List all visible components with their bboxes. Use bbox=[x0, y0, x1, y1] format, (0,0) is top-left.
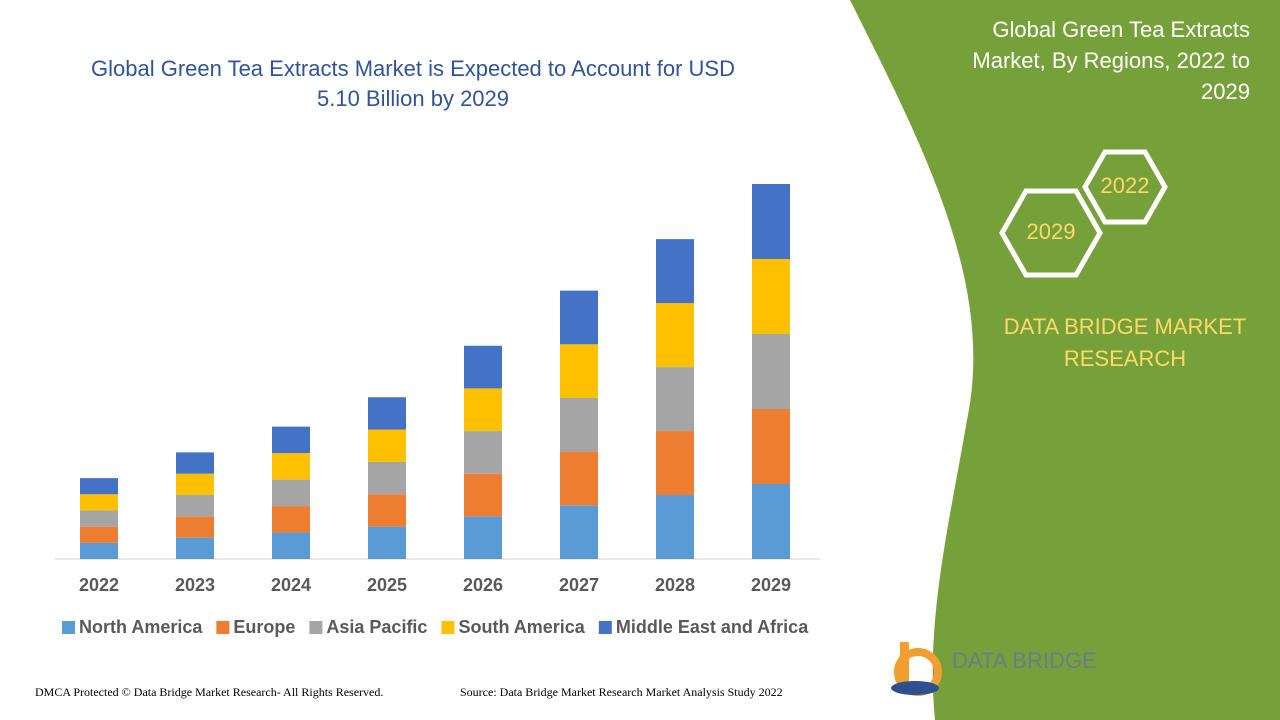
legend-swatch bbox=[309, 621, 323, 634]
x-tick-label: 2025 bbox=[367, 575, 407, 595]
brand: DATA BRIDGE MARKET RESEARCH bbox=[1003, 314, 1247, 371]
legend-label: North America bbox=[79, 617, 203, 637]
bar-segment bbox=[272, 453, 310, 480]
logo: DATA BRIDGE bbox=[891, 642, 1097, 696]
bar-segment bbox=[368, 461, 406, 495]
bar-segment bbox=[80, 542, 118, 559]
legend-label: Middle East and Africa bbox=[616, 617, 809, 637]
x-tick-label: 2029 bbox=[751, 575, 791, 595]
bar-segment bbox=[80, 510, 118, 527]
bar-segment bbox=[560, 290, 598, 345]
x-tick-label: 2027 bbox=[559, 575, 599, 595]
bar-segment bbox=[752, 259, 790, 334]
bar-segment bbox=[464, 516, 502, 559]
panel-title: Global Green Tea Extracts Market, By Reg… bbox=[972, 17, 1250, 104]
green-panel bbox=[850, 0, 1280, 720]
bar-segment bbox=[80, 526, 118, 543]
x-tick-label: 2022 bbox=[79, 575, 119, 595]
chart-title: Global Green Tea Extracts Market is Expe… bbox=[91, 56, 735, 111]
bar-segment bbox=[80, 478, 118, 495]
bar-segment bbox=[368, 494, 406, 527]
bar-segment bbox=[176, 495, 214, 517]
bar-segment bbox=[176, 537, 214, 559]
bar-segment bbox=[272, 426, 310, 454]
legend-swatch bbox=[598, 621, 612, 634]
bar-segment bbox=[368, 397, 406, 430]
logo-shape bbox=[891, 681, 939, 695]
hex-label: 2029 bbox=[1027, 219, 1076, 244]
footer-rights: DMCA Protected © Data Bridge Market Rese… bbox=[35, 685, 383, 699]
bar-segment bbox=[368, 429, 406, 462]
legend-swatch bbox=[216, 621, 230, 634]
bar-segment bbox=[272, 532, 310, 559]
legend-label: Asia Pacific bbox=[326, 617, 427, 637]
x-tick-label: 2026 bbox=[463, 575, 503, 595]
legend-swatch bbox=[62, 621, 75, 634]
hexagon bbox=[1082, 149, 1168, 225]
bar-segment bbox=[752, 184, 790, 259]
x-tick-label: 2023 bbox=[175, 575, 215, 595]
bar-segment bbox=[752, 334, 790, 409]
bar-segment bbox=[656, 239, 694, 304]
bar-segment bbox=[368, 526, 406, 559]
bar-segment bbox=[464, 431, 502, 474]
bar-segment bbox=[80, 494, 118, 511]
bar-segment bbox=[656, 495, 694, 559]
bar-segment bbox=[176, 452, 214, 474]
bar-segment bbox=[464, 388, 502, 432]
bar-segment bbox=[560, 505, 598, 559]
footer-source: Source: Data Bridge Market Research Mark… bbox=[460, 685, 783, 699]
bar-segment bbox=[656, 367, 694, 432]
bar-segment bbox=[464, 473, 502, 517]
x-tick-label: 2028 bbox=[655, 575, 695, 595]
legend-label: Europe bbox=[233, 617, 295, 637]
bar-segment bbox=[560, 397, 598, 452]
bar-segment bbox=[176, 473, 214, 496]
bar-segment bbox=[272, 506, 310, 533]
bar-segment bbox=[272, 479, 310, 507]
hexagon bbox=[999, 188, 1103, 278]
bar-segment bbox=[656, 303, 694, 368]
bar-segment bbox=[752, 484, 790, 559]
bar-segment bbox=[656, 431, 694, 496]
legend-label: South America bbox=[458, 617, 585, 637]
bar-segment bbox=[560, 451, 598, 506]
bar-segment bbox=[464, 345, 502, 389]
bar-segment bbox=[176, 516, 214, 538]
logo-text: DATA BRIDGE bbox=[952, 648, 1097, 673]
bar-segment bbox=[752, 409, 790, 484]
x-tick-label: 2024 bbox=[271, 575, 311, 595]
hex-label: 2022 bbox=[1101, 173, 1150, 198]
bar-segment bbox=[560, 344, 598, 398]
legend-swatch bbox=[441, 621, 455, 634]
logo-shape bbox=[900, 642, 909, 687]
